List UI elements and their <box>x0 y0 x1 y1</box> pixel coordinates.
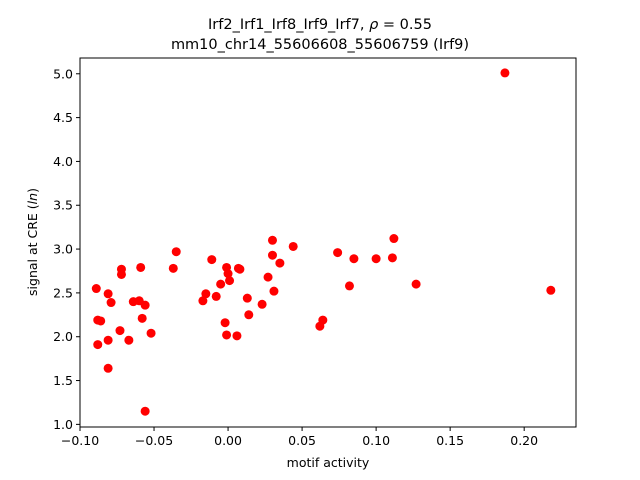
data-point <box>233 263 243 273</box>
data-point <box>124 335 134 345</box>
x-tick-label: −0.10 <box>61 433 99 448</box>
data-point <box>106 298 116 308</box>
data-point <box>140 406 150 416</box>
data-point <box>225 276 235 286</box>
x-tick-label: 0.20 <box>510 433 538 448</box>
data-point <box>198 296 208 306</box>
data-point <box>103 335 113 345</box>
data-point <box>315 321 325 331</box>
data-point <box>344 281 354 291</box>
x-axis-ticks: −0.10 −0.05 0.00 0.05 0.10 0.15 0.20 <box>61 427 538 448</box>
data-point <box>546 285 556 295</box>
data-point <box>257 299 267 309</box>
data-point <box>136 262 146 272</box>
data-points <box>91 68 556 416</box>
data-point <box>500 68 510 78</box>
data-point <box>333 248 343 258</box>
chart-title-rho-value: = 0.55 <box>378 17 432 33</box>
x-tick-label: 0.05 <box>288 433 316 448</box>
y-axis-label-italic: ln <box>25 193 40 204</box>
data-point <box>93 315 103 325</box>
data-point <box>244 310 254 320</box>
data-point <box>115 326 125 336</box>
data-point <box>93 340 103 350</box>
x-axis-label: motif activity <box>287 455 370 470</box>
data-point <box>146 328 156 338</box>
y-axis-label: signal at CRE (ln) <box>25 188 40 296</box>
data-point <box>371 254 381 264</box>
data-point <box>103 363 113 373</box>
data-point <box>222 262 232 272</box>
data-point <box>242 293 252 303</box>
data-point <box>91 284 101 294</box>
y-tick-label: 2.0 <box>53 329 73 344</box>
x-tick-label: 0.00 <box>214 433 242 448</box>
data-point <box>269 286 279 296</box>
data-point <box>411 279 421 289</box>
y-tick-label: 3.5 <box>53 198 73 213</box>
data-point <box>201 289 211 299</box>
chart-title-line-2: mm10_chr14_55606608_55606759 (Irf9) <box>171 37 469 53</box>
data-point <box>387 253 397 263</box>
plot-area-frame <box>79 57 577 428</box>
data-point <box>263 272 273 282</box>
data-point <box>288 241 298 251</box>
y-tick-label: 1.0 <box>53 417 73 432</box>
data-point <box>128 297 138 307</box>
data-point <box>267 235 277 245</box>
data-point <box>171 247 181 257</box>
data-point <box>207 255 217 265</box>
x-tick-label: 0.15 <box>436 433 464 448</box>
data-point <box>216 279 226 289</box>
data-point <box>116 269 126 279</box>
x-tick-label: −0.05 <box>135 433 173 448</box>
y-axis-ticks: 1.0 1.5 2.0 2.5 3.0 3.5 4.0 4.5 5.0 <box>53 66 80 432</box>
data-point <box>103 289 113 299</box>
x-tick-label: 0.10 <box>362 433 390 448</box>
y-tick-label: 4.5 <box>53 110 73 125</box>
y-tick-label: 3.0 <box>53 242 73 257</box>
y-tick-label: 5.0 <box>53 66 73 81</box>
data-point <box>232 331 242 341</box>
data-point <box>211 291 221 301</box>
data-point <box>168 263 178 273</box>
y-axis-label-suffix: ) <box>25 188 40 193</box>
chart-title-line-1: Irf2_Irf1_Irf8_Irf9_Irf7, ρ = 0.55 <box>208 17 432 33</box>
y-tick-label: 1.5 <box>53 373 73 388</box>
y-tick-label: 4.0 <box>53 154 73 169</box>
y-axis-label-prefix: signal at CRE ( <box>25 204 40 296</box>
data-point <box>349 254 359 264</box>
chart-title-rho-symbol: ρ <box>369 17 379 33</box>
y-tick-label: 2.5 <box>53 285 73 300</box>
data-point <box>267 250 277 260</box>
data-point <box>220 318 230 328</box>
data-point <box>389 234 399 244</box>
chart-title-text: Irf2_Irf1_Irf8_Irf9_Irf7, <box>208 17 369 33</box>
data-point <box>137 313 147 323</box>
data-point <box>275 258 285 268</box>
data-point <box>222 330 232 340</box>
